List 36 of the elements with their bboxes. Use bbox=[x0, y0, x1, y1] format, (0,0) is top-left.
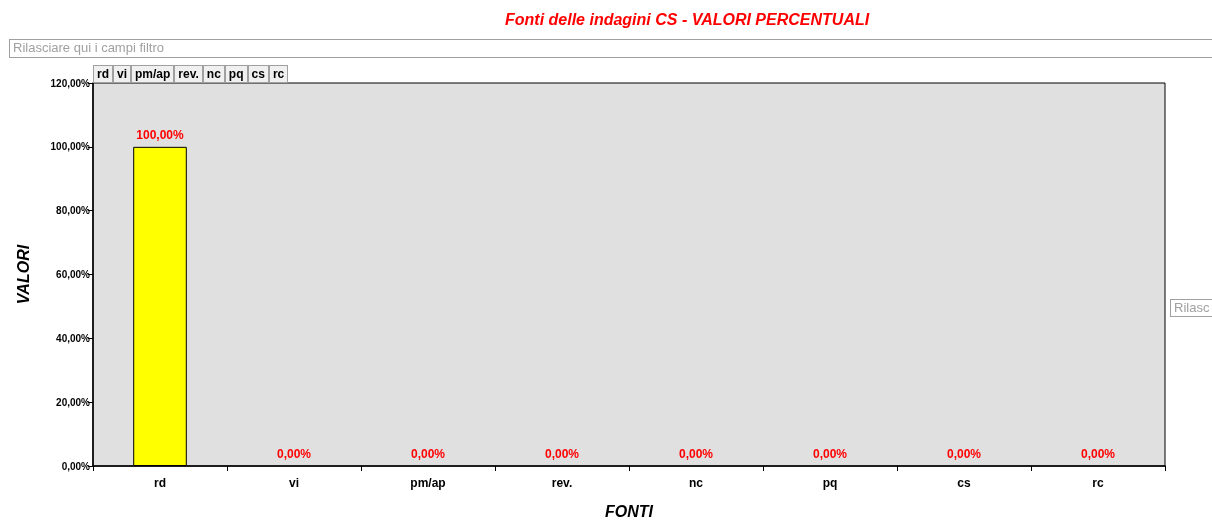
x-tick-label: cs bbox=[957, 476, 971, 490]
drop-field: Rilasc bbox=[1170, 299, 1212, 317]
data-label: 0,00% bbox=[678, 447, 714, 461]
x-tick-label: pq bbox=[822, 476, 838, 490]
field-button: rc bbox=[268, 65, 289, 83]
field-button: nc bbox=[202, 65, 225, 83]
chart-title: Fonti delle indagini CS - VALORI PERCENTUALI bbox=[505, 10, 870, 28]
field-button: cs bbox=[247, 65, 269, 83]
x-tick-label: nc bbox=[688, 476, 704, 490]
data-label: 100,00% bbox=[136, 127, 185, 142]
field-button: pq bbox=[224, 65, 248, 83]
y-tick-label: 20,00% bbox=[56, 396, 91, 408]
data-label: 0,00% bbox=[544, 447, 580, 461]
y-tick-label: 0,00% bbox=[61, 460, 91, 472]
y-tick-label: 60,00% bbox=[56, 269, 91, 280]
data-label: 0,00% bbox=[410, 447, 446, 461]
field-button: vi bbox=[113, 65, 131, 83]
x-tick-label: vi bbox=[288, 476, 300, 490]
y-tick-label: 40,00% bbox=[56, 332, 91, 344]
data-label: 0,00% bbox=[812, 447, 848, 461]
x-tick-label: pm/ap bbox=[410, 476, 446, 490]
filter-drop-field: Rilasciare qui i campi filtro bbox=[9, 39, 1212, 58]
field-button: rev. bbox=[174, 65, 203, 83]
x-tick-label: rev. bbox=[551, 476, 573, 490]
field-button: pm/ap bbox=[131, 65, 175, 83]
data-label: 0,00% bbox=[1080, 447, 1116, 461]
y-tick-label: 120,00% bbox=[50, 77, 91, 89]
field-button: rd bbox=[93, 65, 113, 83]
y-axis-title: VALORI bbox=[14, 244, 32, 305]
y-tick-label: 80,00% bbox=[56, 205, 91, 217]
x-tick-label: rc bbox=[1092, 476, 1104, 490]
y-tick-label: 100,00% bbox=[50, 141, 91, 153]
data-label: 0,00% bbox=[276, 447, 312, 461]
x-tick-label: rd bbox=[154, 476, 166, 490]
data-label: 0,00% bbox=[946, 447, 982, 461]
x-axis-title: FONTI bbox=[605, 502, 654, 520]
